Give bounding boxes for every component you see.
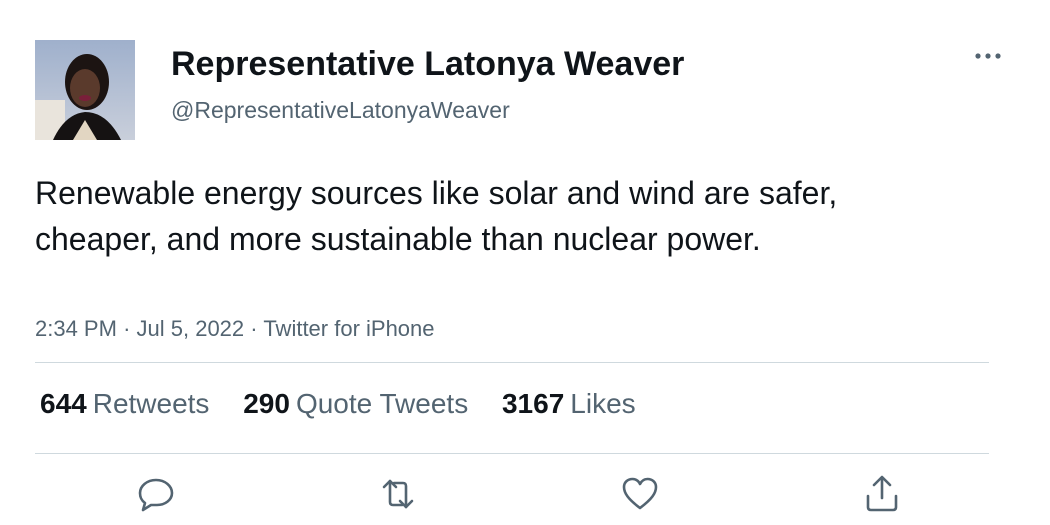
- likes-stat[interactable]: 3167 Likes: [502, 386, 636, 422]
- retweets-label: Retweets: [92, 388, 210, 419]
- likes-count: 3167: [501, 388, 565, 419]
- meta-separator: ·: [250, 316, 258, 341]
- like-button[interactable]: [618, 472, 662, 516]
- quote-tweets-count: 290: [243, 388, 290, 419]
- likes-label: Likes: [570, 388, 636, 419]
- reply-icon: [138, 478, 174, 512]
- retweets-count: 644: [40, 388, 87, 419]
- author-handle[interactable]: @RepresentativeLatonyaWeaver: [171, 97, 510, 123]
- tweet-meta: 2:34 PM · Jul 5, 2022 · Twitter for iPho…: [35, 314, 435, 344]
- author-display-name[interactable]: Representative Latonya Weaver: [171, 45, 685, 83]
- meta-separator: ·: [123, 316, 131, 341]
- divider: [35, 362, 989, 363]
- heart-icon: [622, 477, 658, 510]
- tweet-text: Renewable energy sources like solar and …: [35, 175, 838, 257]
- quote-tweets-stat[interactable]: 290 Quote Tweets: [243, 386, 468, 422]
- more-horizontal-icon: [975, 53, 1001, 59]
- tweet-source[interactable]: Twitter for iPhone: [263, 316, 435, 341]
- retweets-stat[interactable]: 644 Retweets: [40, 386, 209, 422]
- tweet-date[interactable]: Jul 5, 2022: [136, 316, 245, 341]
- more-options-button[interactable]: [968, 42, 1008, 70]
- quote-tweets-label: Quote Tweets: [295, 388, 469, 419]
- retweet-icon: [382, 479, 414, 509]
- share-button[interactable]: [860, 472, 904, 516]
- share-icon: [866, 475, 898, 512]
- retweet-button[interactable]: [376, 472, 420, 516]
- divider: [35, 453, 989, 454]
- avatar-image: [35, 40, 135, 140]
- reply-button[interactable]: [134, 472, 178, 516]
- tweet-stats: 644 Retweets 290 Quote Tweets 3167 Likes: [40, 386, 662, 422]
- avatar[interactable]: [35, 40, 135, 140]
- tweet-time[interactable]: 2:34 PM: [35, 316, 117, 341]
